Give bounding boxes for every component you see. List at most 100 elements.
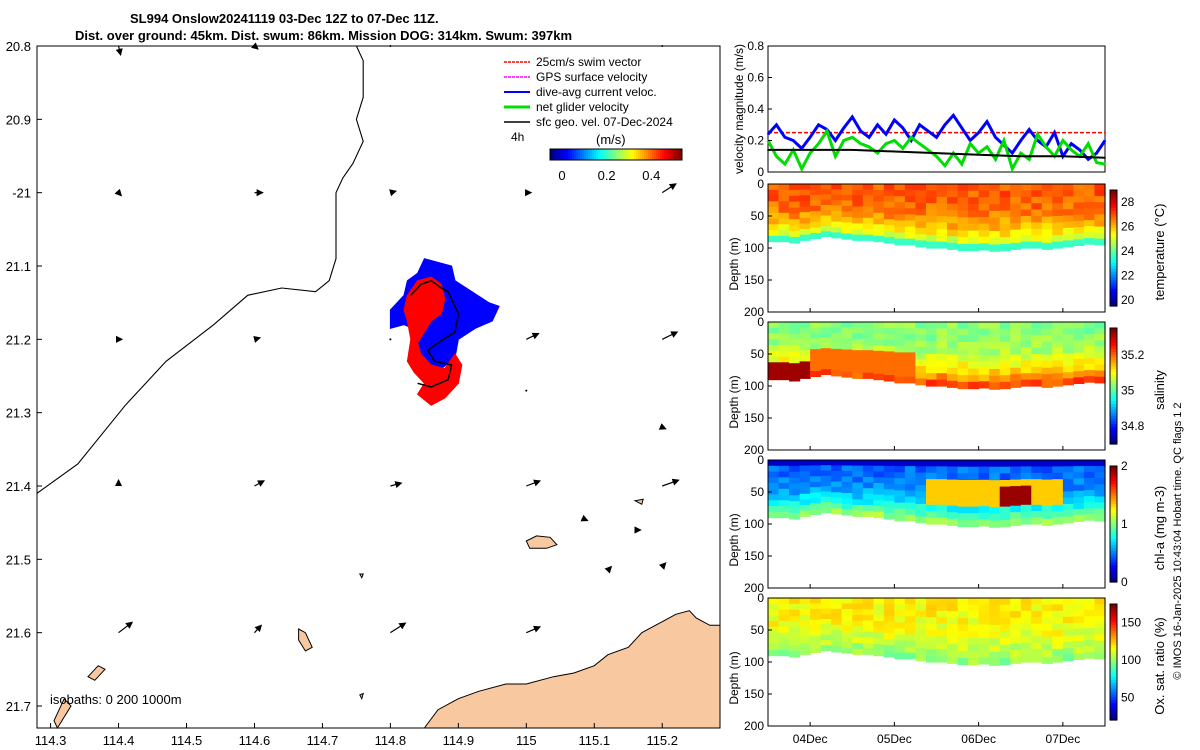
colorbar-segment [1110, 297, 1117, 301]
heatmap-cell [926, 334, 938, 342]
heatmap-cell [1073, 233, 1085, 240]
heatmap-cell [810, 465, 822, 472]
colorbar-segment [1110, 397, 1117, 402]
heatmap-cell [799, 499, 811, 506]
heatmap-cell [999, 644, 1011, 652]
heatmap-cell [915, 485, 927, 492]
heatmap-cell [1094, 220, 1106, 228]
heatmap-cell [968, 335, 980, 343]
heatmap-cell [999, 618, 1011, 626]
heatmap-cell [810, 492, 822, 499]
heatmap-cell [904, 604, 916, 611]
heatmap-cell [1052, 479, 1064, 487]
heatmap-cell [1094, 496, 1106, 504]
velocity-point [927, 149, 929, 151]
heatmap-cell [947, 348, 959, 356]
heatmap-cell [799, 493, 811, 500]
colorbar-segment [1110, 294, 1117, 298]
heatmap-cell [957, 217, 969, 225]
heatmap-cell [799, 322, 811, 329]
heatmap-cell [1062, 209, 1074, 216]
heatmap-cell [915, 510, 927, 518]
heatmap-cell [799, 333, 811, 340]
heatmap-cell [1010, 650, 1022, 658]
heatmap-cell [1041, 361, 1053, 369]
heatmap-cell [1073, 515, 1085, 522]
heatmap-cell [831, 608, 843, 615]
heatmap-cell [820, 608, 832, 615]
heatmap-cell [1052, 228, 1064, 236]
colorbar-segment [1110, 262, 1117, 266]
heatmap-cell [978, 328, 990, 336]
heatmap-cell [1073, 358, 1085, 366]
geo-velocity-vector [580, 514, 589, 522]
heatmap-cell [1062, 604, 1074, 612]
heatmap-cell [789, 598, 801, 605]
heatmap-cell [1020, 203, 1032, 211]
colorbar-segment [658, 149, 661, 160]
heatmap-cell [778, 230, 790, 237]
colorbar-segment [1110, 696, 1117, 701]
velocity-point [876, 123, 879, 126]
heatmap-cell [820, 220, 832, 227]
heatmap-cell [1094, 334, 1106, 341]
heatmap-cell [799, 476, 811, 484]
colorbar-label: salinity [1152, 370, 1167, 410]
velocity-point [1087, 142, 1089, 145]
heatmap-cell [968, 644, 980, 652]
heatmap-cell [768, 506, 780, 513]
heatmap-cell [862, 499, 874, 506]
velocity-point [809, 149, 811, 151]
heatmap-cell [1062, 184, 1074, 191]
heatmap-cell [1083, 616, 1095, 623]
colorbar-segment [1110, 291, 1117, 295]
heatmap-cell [1041, 611, 1053, 619]
heatmap-cell [968, 651, 980, 659]
colorbar-segment [1110, 201, 1117, 206]
heatmap-cell [1010, 328, 1022, 336]
heatmap-cell [768, 500, 780, 507]
heatmap-cell [1031, 216, 1043, 223]
heatmap-cell [1073, 371, 1085, 378]
heatmap-cell [999, 466, 1011, 474]
heatmap-cell [1010, 473, 1022, 481]
heatmap-cell [799, 598, 811, 605]
colorbar-segment [1110, 673, 1117, 678]
heatmap-cell [1031, 190, 1043, 198]
heatmap-cell [1020, 209, 1032, 217]
colorbar-segment [656, 149, 659, 160]
heatmap-cell [841, 504, 853, 511]
heatmap-cell [841, 493, 853, 500]
heatmap-cell [862, 471, 874, 478]
colorbar-tick-label: 0.4 [642, 168, 660, 183]
colorbar-segment [1110, 420, 1117, 425]
heatmap-cell [1031, 360, 1043, 368]
heatmap-cell [852, 322, 864, 329]
heatmap-cell [915, 629, 927, 637]
heatmap-cell [968, 381, 980, 390]
heatmap-cell [936, 466, 948, 474]
heatmap-cell [957, 210, 969, 218]
heatmap-cell [915, 616, 927, 624]
colorbar-segment [1110, 512, 1117, 516]
heatmap-cell [820, 210, 832, 216]
geo-velocity-vector [661, 331, 679, 340]
heatmap-cell [1010, 197, 1022, 205]
heatmap-cell [894, 232, 906, 240]
map-x-tick-label: 114.3 [35, 733, 67, 748]
heatmap-cell [862, 217, 874, 224]
heatmap-cell [820, 507, 832, 513]
heatmap-cell [852, 217, 864, 224]
heatmap-cell [1094, 610, 1106, 617]
heatmap-cell [873, 345, 885, 352]
heatmap-cell [894, 640, 906, 648]
heatmap-cell [926, 184, 938, 191]
legend-time-label: 4h [511, 130, 524, 144]
map-panel: 114.3 114.4 114.5 114.6 114.7 114.8 114.9 115 11… [6, 39, 721, 748]
heatmap-cell [799, 465, 811, 472]
depth-tick-label: 150 [744, 687, 764, 701]
colorbar-segment [1110, 239, 1117, 243]
heatmap-cell [947, 322, 959, 330]
heatmap-cell [957, 197, 969, 205]
